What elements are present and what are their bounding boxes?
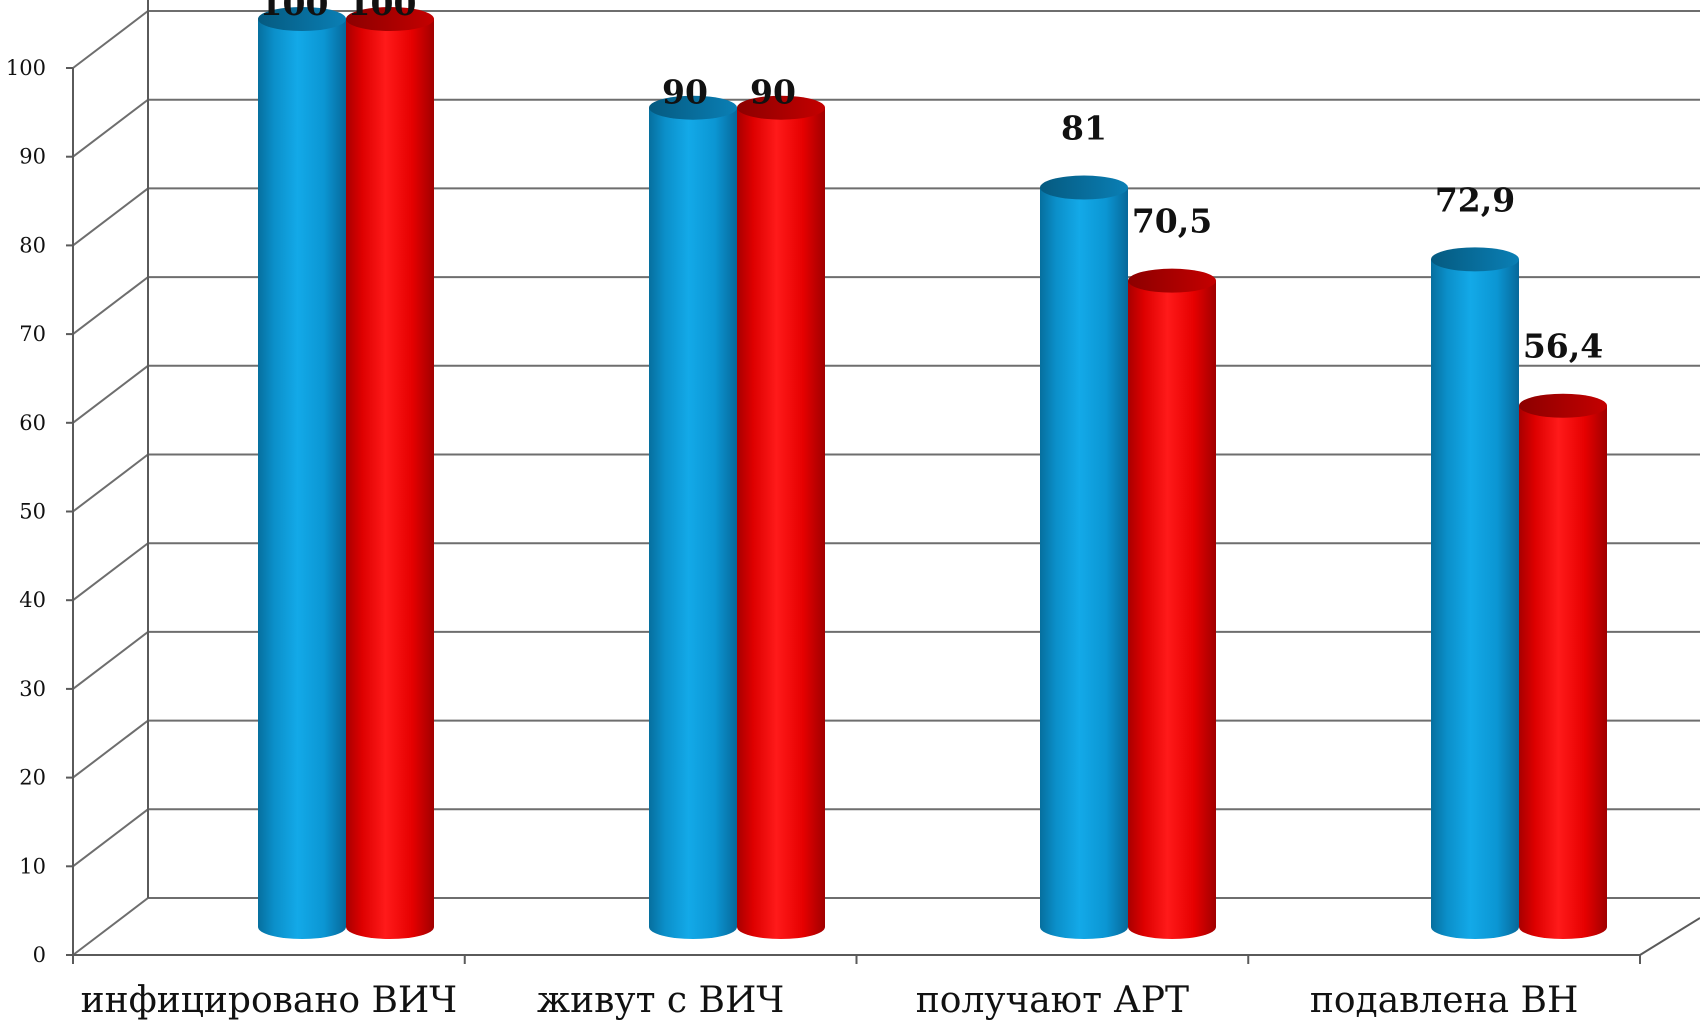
data-label: 70,5 — [1132, 202, 1212, 241]
bar-series-1-3 — [1040, 187, 1128, 939]
bar-series-2-4 — [1519, 405, 1607, 939]
x-category-label: живут с ВИЧ — [537, 980, 784, 1021]
bar-top-series-1-2 — [649, 95, 737, 120]
y-tick-label: 20 — [19, 766, 46, 790]
y-tick-label: 50 — [19, 500, 46, 524]
axes-layer — [66, 0, 1700, 964]
x-category-label: инфицировано ВИЧ — [81, 980, 458, 1021]
bar-top-series-1-1 — [258, 7, 346, 31]
y-tick-label: 90 — [19, 145, 46, 169]
bar-top-series-2-3 — [1128, 268, 1216, 293]
y-tick-label: 30 — [19, 677, 46, 701]
bar-series-2-2 — [737, 107, 825, 939]
y-tick-label: 0 — [33, 943, 46, 967]
data-label: 81 — [1061, 109, 1107, 148]
data-label: 72,9 — [1435, 180, 1515, 219]
bar-series-1-2 — [649, 107, 737, 939]
data-label: 100 — [348, 0, 417, 23]
bar-top-series-1-4 — [1431, 247, 1519, 272]
data-label: 90 — [750, 73, 796, 112]
data-label: 100 — [260, 0, 329, 23]
bar-series-2-3 — [1128, 280, 1216, 939]
y-tick-label: 60 — [19, 411, 46, 435]
y-tick-label: 100 — [6, 56, 46, 80]
bar-series-1-4 — [1431, 259, 1519, 939]
bar-top-series-2-4 — [1519, 393, 1607, 418]
y-tick-label: 10 — [19, 854, 46, 878]
labels-layer: 0 10 20 30 40 50 60 70 80 90 100 инфицировано ВИЧ жи… — [6, 0, 1603, 1021]
bar-series-2-1 — [346, 19, 434, 939]
x-category-label: подавлена ВН — [1310, 980, 1579, 1021]
floor-right-edge — [1639, 917, 1700, 956]
bar-top-series-2-1 — [346, 7, 434, 31]
bar-top-series-1-3 — [1040, 175, 1128, 200]
bars-layer — [258, 7, 1607, 939]
y-tick-label: 40 — [19, 588, 46, 612]
data-label: 56,4 — [1523, 327, 1603, 366]
y-tick-label: 70 — [19, 322, 46, 346]
x-category-label: получают АРТ — [916, 980, 1189, 1021]
bar-top-series-2-2 — [737, 95, 825, 120]
y-tick-label: 80 — [19, 233, 46, 257]
bar-series-1-1 — [258, 19, 346, 939]
data-label: 90 — [662, 73, 708, 112]
